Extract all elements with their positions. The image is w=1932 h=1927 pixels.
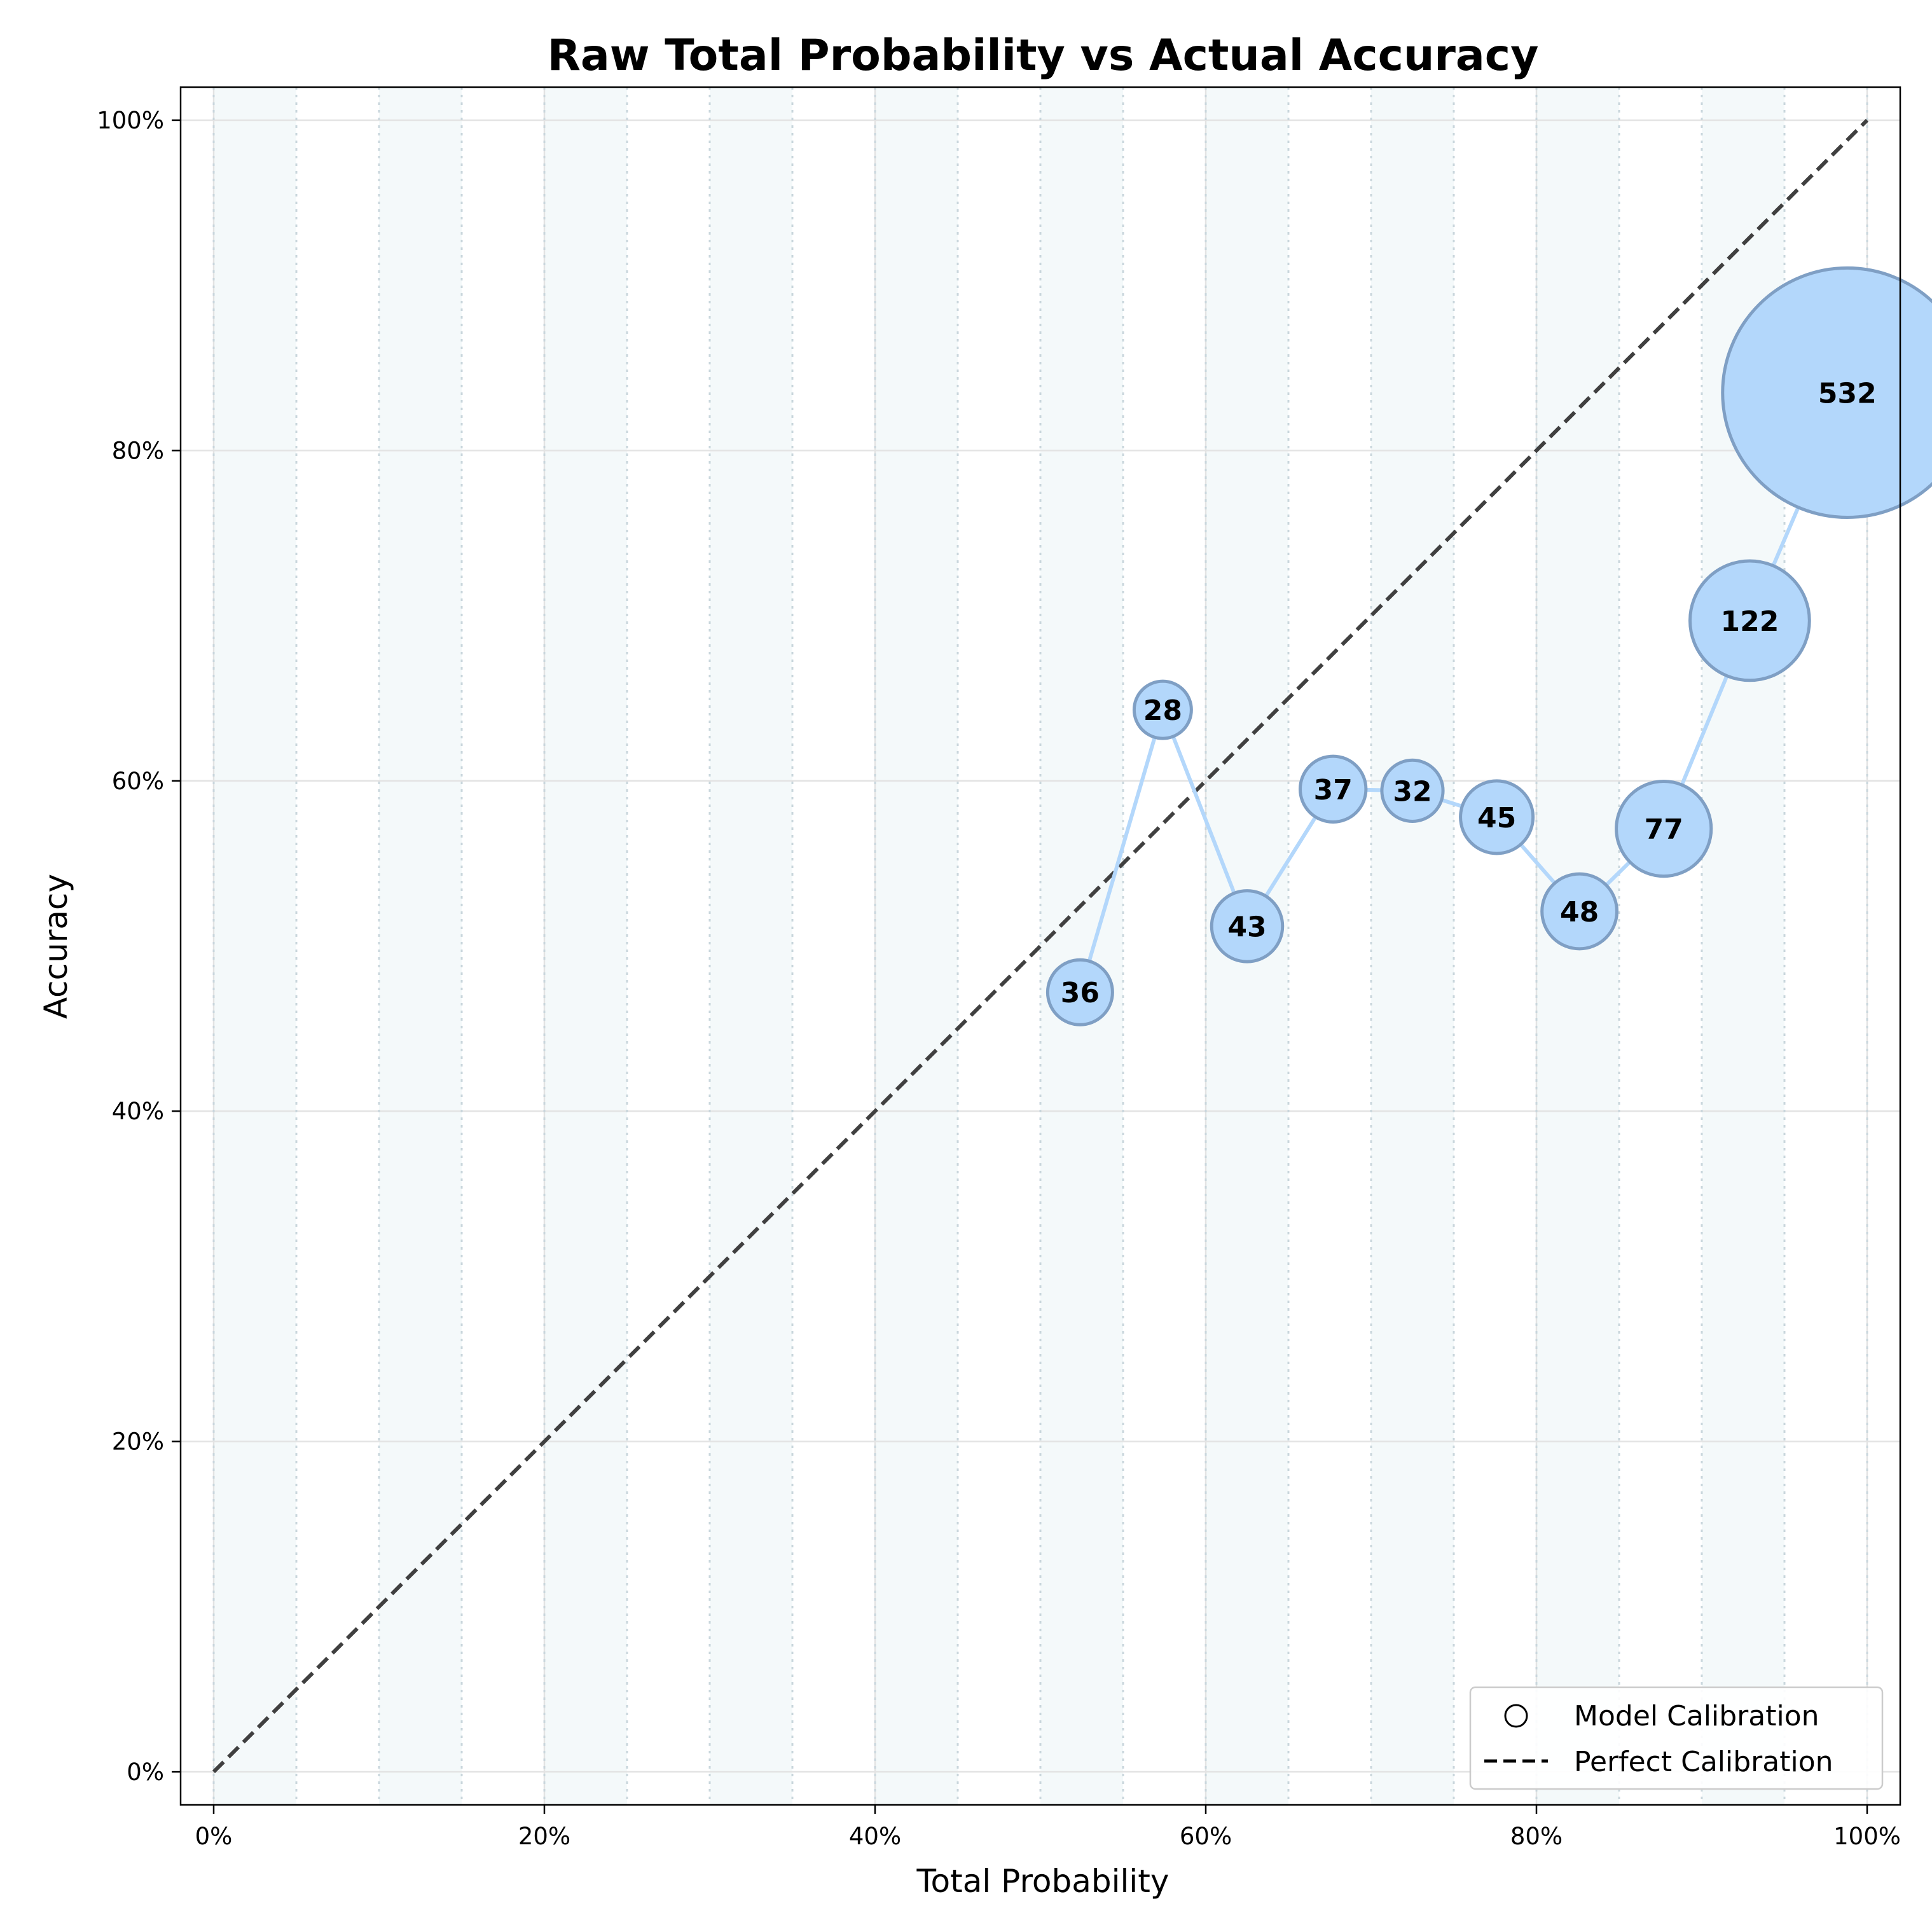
calibration-point: [1540, 872, 1618, 951]
chart-title: Raw Total Probability vs Actual Accuracy: [548, 31, 1539, 81]
y-tick-label: 60%: [112, 768, 164, 795]
legend-label-perfect: Perfect Calibration: [1574, 1746, 1833, 1778]
x-tick-label: 60%: [1180, 1823, 1232, 1850]
bin-count-labels: 36 28 43 37 32 45 48 77 122 532: [1061, 377, 1877, 1009]
bin-count-label: 32: [1393, 775, 1432, 808]
x-tick-label: 0%: [195, 1823, 233, 1850]
y-tick-label: 0%: [127, 1758, 164, 1786]
bin-count-label: 45: [1477, 802, 1516, 834]
calibration-point: [1721, 266, 1932, 519]
legend-box: [1469, 1686, 1884, 1790]
y-axis-ticks: 0% 20% 40% 60% 80% 100%: [97, 107, 181, 1786]
calibration-point: [1298, 754, 1368, 824]
bin-count-label: 28: [1143, 694, 1182, 727]
x-axis-ticks: 0% 20% 40% 60% 80% 100%: [195, 1805, 1901, 1850]
bin-count-label: 122: [1720, 605, 1779, 638]
legend-marker-model: [1504, 1704, 1528, 1728]
bin-count-label: 77: [1645, 813, 1683, 846]
bin-count-label: 36: [1061, 977, 1100, 1009]
perfect-calibration-line: [212, 118, 1869, 1774]
calibration-point: [1210, 889, 1285, 964]
x-tick-label: 80%: [1510, 1823, 1563, 1850]
calibration-point: [1380, 758, 1445, 823]
model-calibration-line: [1078, 392, 1849, 993]
model-calibration-points: [1045, 266, 1932, 1026]
bin-count-label: 48: [1560, 896, 1599, 929]
calibration-point: [1615, 780, 1713, 878]
bin-band: [1040, 87, 1123, 1805]
y-tick-label: 100%: [97, 107, 164, 134]
bin-band: [379, 87, 462, 1805]
probability-bin-bands: [214, 87, 1784, 1805]
y-tick-label: 40%: [112, 1098, 164, 1125]
y-axis-label: Accuracy: [38, 874, 74, 1019]
bin-count-label: 37: [1314, 774, 1353, 806]
calibration-point: [1045, 958, 1114, 1026]
x-axis-label: Total Probability: [916, 1863, 1170, 1900]
x-tick-label: 20%: [518, 1823, 570, 1850]
calibration-point: [1459, 779, 1535, 855]
calibration-point: [1132, 679, 1193, 740]
bin-band: [1371, 87, 1454, 1805]
legend: Model Calibration Perfect Calibration: [1469, 1686, 1884, 1790]
bin-band: [710, 87, 792, 1805]
calibration-point: [1688, 559, 1811, 682]
y-tick-label: 20%: [112, 1428, 164, 1456]
x-tick-label: 100%: [1833, 1823, 1901, 1850]
y-tick-label: 80%: [112, 437, 164, 464]
bin-band: [544, 87, 627, 1805]
legend-label-model: Model Calibration: [1574, 1700, 1819, 1732]
bin-band: [875, 87, 958, 1805]
x-tick-label: 40%: [849, 1823, 901, 1850]
bin-count-label: 532: [1818, 377, 1877, 410]
bin-count-label: 43: [1227, 911, 1266, 943]
axes-frame: [179, 86, 1901, 1806]
bin-band: [214, 87, 296, 1805]
plot-area: 36 28 43 37 32 45 48 77 122 532: [181, 87, 1932, 1805]
